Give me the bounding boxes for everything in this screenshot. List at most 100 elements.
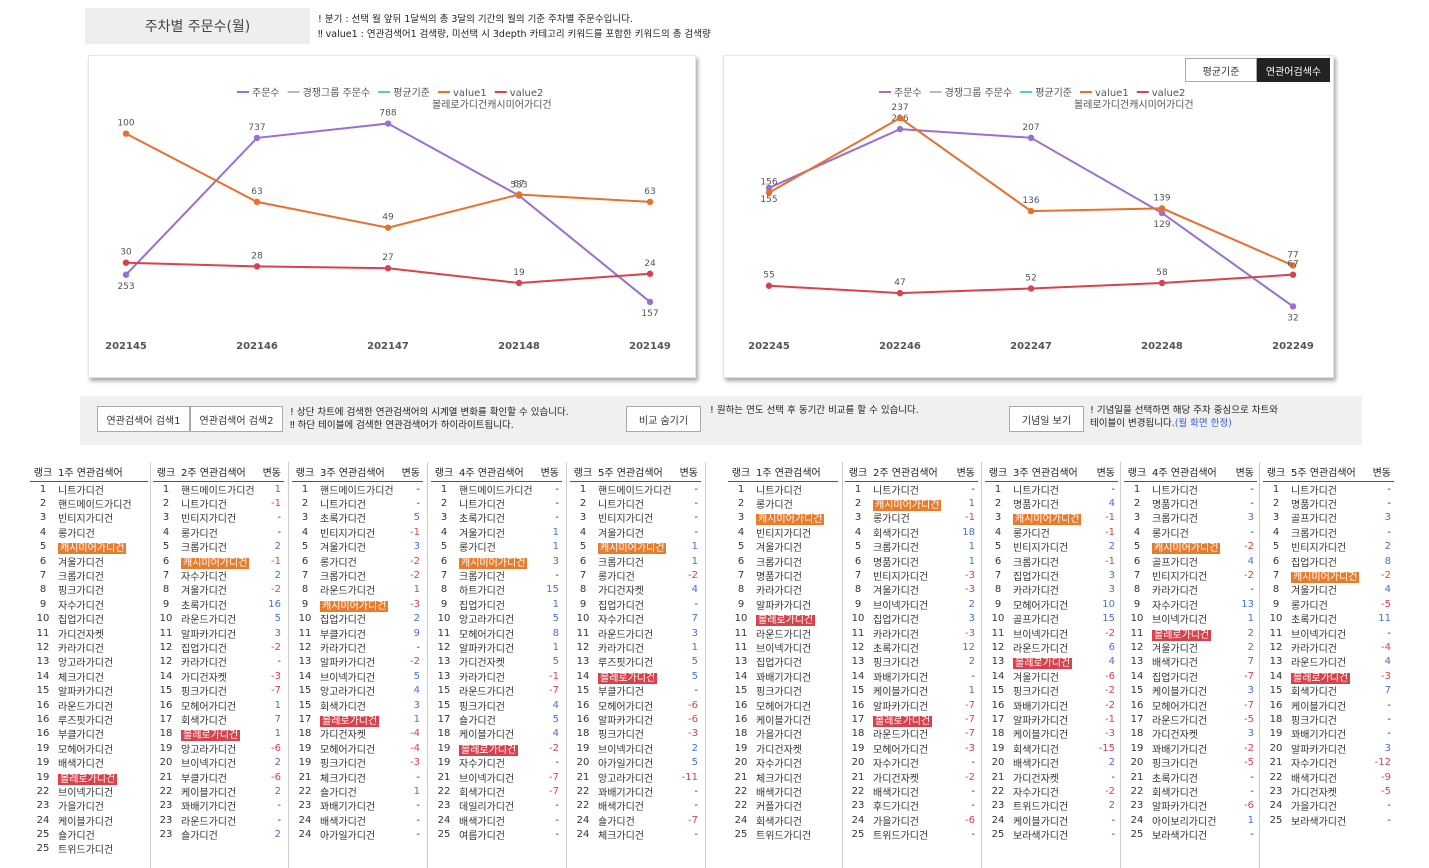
table-row[interactable]: 5 겨울가디건 3 [292, 540, 423, 554]
table-row[interactable]: 3 빈티지가디건 [30, 511, 148, 525]
table-row[interactable]: 24 회색가디건 [728, 813, 838, 828]
table-row[interactable]: 15 라운드가디건 -7 [431, 683, 562, 698]
table-row[interactable]: 5 롱가디건 1 [431, 540, 562, 554]
table-row[interactable]: 24 가을가디건 - [1263, 799, 1394, 813]
table-row[interactable]: 15 회색가디건 3 [292, 698, 423, 713]
table-row[interactable]: 10 브이넥가디건 1 [1124, 612, 1257, 626]
table-row[interactable]: 7 크롭가디건 [30, 568, 148, 583]
table-row[interactable]: 15 핑크가디건 -2 [985, 683, 1118, 698]
table-row[interactable]: 13 카라가디건 -1 [431, 669, 562, 684]
table-row[interactable]: 14 체크가디건 [30, 669, 148, 684]
table-row[interactable]: 23 꽈배기가디건 - [153, 799, 284, 813]
table-row[interactable]: 8 겨울가디건 -3 [845, 583, 978, 597]
table-row[interactable]: 22 회색가디건 -7 [431, 784, 562, 799]
table-row[interactable]: 8 카라가디건 3 [985, 583, 1118, 597]
table-row[interactable]: 21 가디건자켓 - [985, 770, 1118, 785]
data-point[interactable] [1027, 134, 1035, 141]
data-point[interactable] [253, 263, 261, 270]
legend-entry[interactable]: 주문수 [252, 87, 280, 99]
data-point[interactable] [1027, 285, 1035, 292]
table-row[interactable]: 11 라운드가디건 3 [570, 626, 701, 641]
legend-entry[interactable]: 평균기준 [393, 87, 430, 99]
table-row[interactable]: 20 알파카가디건 3 [1263, 741, 1394, 756]
table-row[interactable]: 22 자수가디건 -2 [985, 784, 1118, 799]
table-row[interactable]: 12 카라가디건 1 [570, 640, 701, 655]
table-row[interactable]: 8 겨울가디건 4 [1263, 583, 1394, 597]
table-row[interactable]: 8 카라가디건 - [1124, 583, 1257, 597]
table-row[interactable]: 10 볼레로가디건 [728, 612, 838, 627]
legend-entry[interactable]: value2 [1152, 88, 1186, 99]
table-row[interactable]: 25 보라색가디건 - [1263, 813, 1394, 828]
table-row[interactable]: 15 회색가디건 7 [1263, 683, 1394, 698]
table-row[interactable]: 7 자수가디건 2 [153, 568, 284, 583]
hide-compare-button[interactable]: 비교 숨기기 [626, 406, 701, 432]
table-row[interactable]: 7 빈티지가디건 -2 [1124, 568, 1257, 583]
data-point[interactable] [1289, 271, 1297, 278]
data-point[interactable] [515, 191, 523, 198]
table-row[interactable]: 10 자수가디건 7 [570, 612, 701, 626]
table-row[interactable]: 23 후드가디건 - [845, 799, 978, 813]
table-row[interactable]: 6 캐시미어가디건 3 [431, 554, 562, 569]
table-row[interactable]: 16 모헤어가디건 -7 [1124, 698, 1257, 713]
table-row[interactable]: 22 회색가디건 - [1124, 784, 1257, 799]
table-row[interactable]: 24 케이블가디건 - [985, 813, 1118, 828]
table-row[interactable]: 12 카라가디건 - [153, 655, 284, 669]
table-row[interactable]: 1 니트가디건 [30, 482, 148, 497]
table-row[interactable]: 10 집업가디건 3 [845, 612, 978, 626]
table-row[interactable]: 11 카라가디건 -3 [845, 626, 978, 641]
table-row[interactable]: 18 라운드가디건 -7 [845, 727, 978, 741]
table-row[interactable]: 13 가디건자켓 5 [431, 655, 562, 669]
keyword-search-2-button[interactable]: 연관검색어 검색2 [190, 406, 283, 432]
table-row[interactable]: 11 모헤어가디건 8 [431, 626, 562, 641]
table-row[interactable]: 5 크롭가디건 1 [845, 540, 978, 554]
data-point[interactable] [646, 270, 654, 277]
table-row[interactable]: 13 루즈핏가디건 5 [570, 655, 701, 669]
data-point[interactable] [122, 259, 130, 266]
table-row[interactable]: 18 케이블가디건 -3 [985, 727, 1118, 741]
table-row[interactable]: 4 롱가디건 [30, 525, 148, 540]
table-row[interactable]: 13 알파카가디건 -2 [292, 655, 423, 669]
table-row[interactable]: 6 겨울가디건 [30, 554, 148, 569]
table-row[interactable]: 13 집업가디건 [728, 655, 838, 669]
table-row[interactable]: 23 가을가디건 [30, 799, 148, 813]
table-row[interactable]: 25 여름가디건 - [431, 827, 562, 842]
table-row[interactable]: 4 빈티지가디건 [728, 525, 838, 540]
table-row[interactable]: 5 빈티지가디건 2 [1263, 540, 1394, 554]
table-row[interactable]: 24 아가일가디건 - [292, 827, 423, 842]
table-row[interactable]: 2 핸드메이드가디건 [30, 496, 148, 511]
table-row[interactable]: 8 하트가디건 15 [431, 583, 562, 597]
table-row[interactable]: 4 롱가디건 - [1124, 525, 1257, 540]
table-row[interactable]: 19 모헤어가디건 -4 [292, 741, 423, 756]
table-row[interactable]: 4 크롭가디건 - [1263, 525, 1394, 540]
table-row[interactable]: 1 니트가디건 - [985, 482, 1118, 497]
table-row[interactable]: 22 커플가디건 [728, 799, 838, 813]
table-row[interactable]: 19 앙고라가디건 -6 [153, 741, 284, 756]
table-row[interactable]: 16 라운드가디건 [30, 698, 148, 713]
data-point[interactable] [515, 279, 523, 287]
table-row[interactable]: 8 라운드가디건 1 [292, 583, 423, 597]
table-row[interactable]: 10 라운드가디건 5 [153, 612, 284, 626]
anniversary-button[interactable]: 기념일 보기 [1009, 406, 1084, 432]
table-row[interactable]: 12 카라가디건 - [292, 640, 423, 655]
data-point[interactable] [384, 224, 392, 231]
table-row[interactable]: 7 빈티지가디건 -3 [845, 568, 978, 583]
table-row[interactable]: 4 겨울가디건 1 [431, 525, 562, 540]
table-row[interactable]: 11 브이넥가디건 -2 [985, 626, 1118, 641]
table-row[interactable]: 16 케이블가디건 [728, 712, 838, 727]
table-row[interactable]: 16 모헤어가디건 1 [153, 698, 284, 713]
data-point[interactable] [646, 198, 654, 206]
data-point[interactable] [765, 189, 773, 196]
table-row[interactable]: 14 브이넥가디건 5 [292, 669, 423, 684]
data-point[interactable] [1289, 303, 1297, 310]
table-row[interactable]: 13 볼레로가디건 4 [985, 655, 1118, 670]
table-row[interactable]: 11 가디건자켓 [30, 626, 148, 641]
table-row[interactable]: 4 롱가디건 -1 [985, 525, 1118, 540]
table-row[interactable]: 18 가을가디건 [728, 727, 838, 741]
table-row[interactable]: 3 캐시미어가디건 [728, 511, 838, 526]
table-row[interactable]: 5 캐시미어가디건 1 [570, 540, 701, 555]
table-row[interactable]: 19 가디건자켓 [728, 741, 838, 756]
table-row[interactable]: 16 모헤어가디건 [728, 698, 838, 713]
keyword-count-toggle[interactable]: 연관어검색수 [1257, 58, 1330, 82]
table-row[interactable]: 23 꽈배기가디건 - [292, 799, 423, 813]
table-row[interactable]: 11 부클가디건 9 [292, 626, 423, 641]
